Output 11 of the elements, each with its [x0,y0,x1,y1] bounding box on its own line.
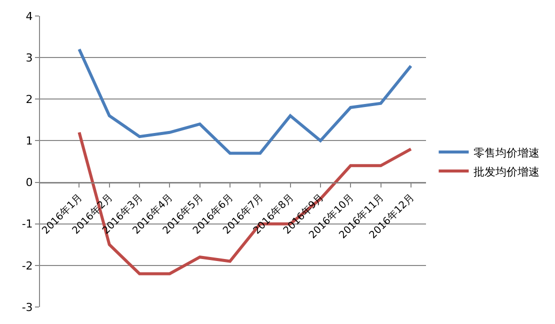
legend-label: 零售均价增速 [474,146,540,160]
y-tick-label: 2 [26,92,33,106]
legend-label: 批发均价增速 [474,165,540,178]
y-tick-label: -1 [22,218,33,231]
y-tick-label: 1 [26,134,33,148]
y-tick-label: -3 [22,300,33,314]
y-tick-label: 3 [26,51,33,64]
y-tick-label: -2 [22,259,33,272]
y-tick-label: 0 [26,176,33,190]
line-series [78,48,412,155]
y-tick-label: 4 [26,10,33,23]
